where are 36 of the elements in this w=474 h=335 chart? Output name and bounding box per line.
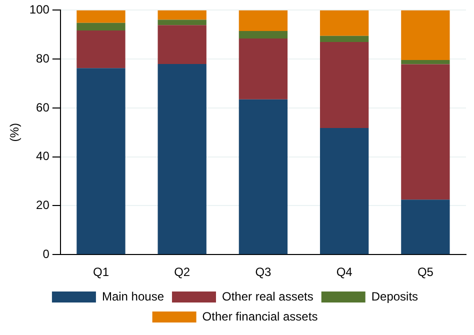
y-tick-label: 40 bbox=[36, 149, 50, 164]
bar bbox=[158, 64, 206, 254]
y-tick-label: 0 bbox=[42, 246, 50, 261]
x-tick-label: Q2 bbox=[174, 265, 190, 280]
bar bbox=[401, 60, 450, 64]
bar bbox=[238, 99, 288, 254]
bar bbox=[76, 22, 126, 30]
y-tick-label: 80 bbox=[36, 51, 50, 66]
bar bbox=[238, 30, 288, 39]
legend-label: Main house bbox=[102, 289, 164, 304]
bar bbox=[320, 36, 369, 42]
bar bbox=[401, 10, 450, 60]
bar bbox=[238, 10, 288, 31]
y-tick-label: 60 bbox=[36, 100, 50, 114]
bar bbox=[158, 25, 206, 64]
bar bbox=[320, 10, 369, 36]
legend-label: Other financial assets bbox=[202, 309, 318, 324]
bar bbox=[76, 68, 126, 254]
bar bbox=[76, 10, 126, 23]
bar bbox=[76, 30, 126, 68]
x-tick-label: Q5 bbox=[417, 265, 434, 280]
legend-label: Deposits bbox=[371, 289, 418, 304]
bar bbox=[158, 10, 206, 20]
y-tick-label: 20 bbox=[36, 198, 50, 212]
x-tick-label: Q1 bbox=[92, 265, 110, 280]
bar bbox=[320, 128, 369, 254]
bar bbox=[238, 38, 288, 100]
bar bbox=[320, 42, 369, 128]
legend-label: Other real assets bbox=[222, 289, 314, 304]
y-axis-title: (%) bbox=[8, 123, 22, 142]
bar bbox=[401, 64, 450, 200]
y-tick-label: 100 bbox=[29, 2, 50, 17]
bar bbox=[158, 20, 206, 26]
x-tick-label: Q4 bbox=[336, 265, 353, 280]
x-tick-label: Q3 bbox=[255, 265, 272, 280]
bar bbox=[401, 200, 450, 254]
